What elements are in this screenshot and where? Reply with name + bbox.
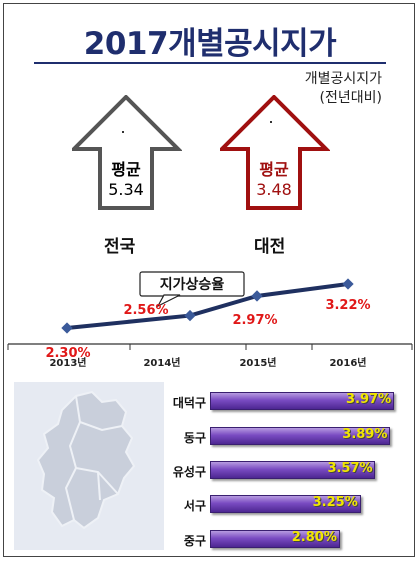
bar-value-label: 3.97%: [346, 392, 392, 407]
infographic-frame: [3, 3, 415, 557]
x-tick-label: 2013년: [49, 356, 86, 369]
national-up-arrow-icon: [72, 95, 182, 210]
daejeon-average: 평균 3.48: [248, 160, 300, 200]
chart-title: 지가상승율: [160, 276, 225, 293]
data-label: 2.97%: [232, 313, 277, 328]
page-title: 2017개별공시지가: [83, 26, 337, 62]
daejeon-average-label: 평균: [259, 160, 289, 179]
note-line-2: (전년대비): [319, 90, 382, 106]
bar: [210, 530, 340, 548]
bar-category-label: 대덕구: [172, 396, 206, 410]
bar-row: 중구 2.80%: [0, 526, 420, 554]
title-underline: [34, 62, 386, 64]
daejeon-district-map: [14, 382, 164, 550]
data-point: [251, 290, 263, 302]
bar-row: 서구 3.25%: [0, 491, 420, 519]
bar-category-label: 중구: [183, 534, 206, 548]
data-label: 3.22%: [325, 298, 370, 313]
note-line-1: 개별공시지가: [304, 71, 382, 87]
data-point: [184, 309, 196, 322]
x-tick-label: 2014년: [143, 356, 180, 369]
national-average: 평균 5.34: [100, 160, 152, 200]
chart-title-box: [139, 271, 245, 297]
bar-category-label: 동구: [183, 431, 206, 445]
note: 개별공시지가 (전년대비): [262, 70, 382, 108]
daejeon-up-arrow-icon: [220, 95, 330, 210]
bar: [210, 461, 376, 479]
x-tick-label: 2015년: [239, 356, 276, 369]
bar-category-label: 유성구: [172, 465, 206, 479]
data-label: 2.56%: [123, 303, 168, 318]
national-region-label: 전국: [104, 237, 136, 257]
bar-value-label: 3.89%: [342, 427, 388, 442]
bar: [210, 392, 394, 410]
bar: [210, 495, 361, 513]
national-average-label: 평균: [111, 160, 141, 179]
bar: [210, 427, 391, 445]
bar-row: 대덕구 3.97%: [0, 388, 420, 416]
bar-value-label: 2.80%: [291, 530, 337, 545]
bar-row: 유성구 3.57%: [0, 457, 420, 485]
data-label: 2.30%: [45, 346, 90, 361]
daejeon-region-label: 대전: [254, 237, 286, 257]
x-tick-label: 2016년: [329, 356, 366, 369]
chart-title-pointer: [156, 294, 181, 308]
bar-value-label: 3.25%: [312, 495, 358, 510]
bar-value-label: 3.57%: [327, 461, 373, 476]
data-point: [61, 322, 73, 334]
national-average-value: 5.34: [108, 180, 144, 199]
rise-rate-line-chart: 지가상승율 2.30% 2.56% 2.97% 3.22% 2013년 2014년 2015년…: [7, 271, 413, 369]
daejeon-average-value: 3.48: [256, 180, 292, 199]
bar-category-label: 서구: [183, 499, 206, 513]
series-line: [66, 282, 349, 330]
bar-row: 동구 3.89%: [0, 423, 420, 451]
data-point: [342, 278, 354, 290]
